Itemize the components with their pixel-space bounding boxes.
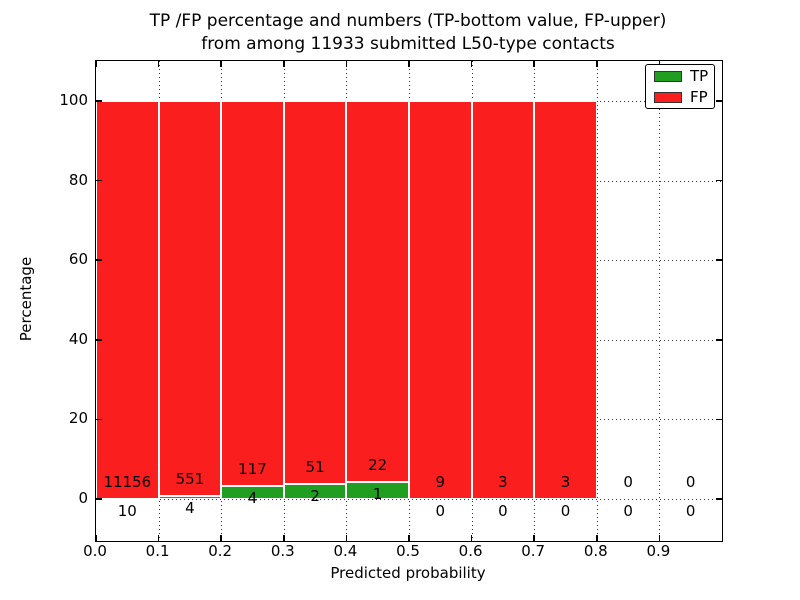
x-tick-mark: [345, 535, 348, 541]
fp-count-label: 51: [305, 458, 325, 477]
x-tick-mark: [408, 535, 410, 541]
chart-title-line1: TP /FP percentage and numbers (TP-bottom…: [149, 11, 667, 31]
x-tick-label: 0.5: [396, 542, 420, 560]
fp-count-label: 11156: [103, 472, 152, 491]
gridline-v: [596, 61, 598, 541]
x-tick-mark: [470, 61, 473, 67]
tp-count-label: 1: [372, 484, 383, 503]
x-tick-mark: [95, 61, 97, 67]
fp-count-label: 117: [238, 460, 267, 479]
tp-color-swatch: [654, 70, 682, 82]
y-tick-mark: [96, 100, 102, 102]
x-tick-label: 0.9: [646, 542, 671, 560]
x-tick-mark: [220, 535, 222, 541]
y-tick-mark: [716, 179, 722, 182]
chart-title: TP /FP percentage and numbers (TP-bottom…: [95, 10, 721, 56]
plot-area: 11156 10 551 4 117 4 51 2 22 1 9 0 3 0 3 0 0 0 0 0: [95, 60, 723, 542]
x-tick-label: 0.7: [521, 542, 546, 560]
y-tick-label: 0: [78, 489, 88, 507]
fp-color-swatch: [654, 91, 682, 103]
y-tick-mark: [96, 179, 102, 182]
y-tick-mark: [716, 498, 722, 500]
bar-tp-segment: [346, 481, 409, 499]
bar-fp-segment: [534, 101, 597, 499]
legend-item-tp: TP: [654, 66, 714, 86]
y-tick-mark: [716, 339, 722, 341]
bar-fp-segment: [471, 101, 535, 499]
legend-item-fp: FP: [654, 87, 714, 107]
y-tick-mark: [96, 498, 102, 500]
x-tick-mark: [596, 535, 598, 541]
y-tick-mark: [96, 418, 102, 421]
bar-tp-segment: [158, 496, 222, 499]
x-tick-label: 0.6: [458, 542, 483, 560]
tp-count-label: 10: [117, 501, 137, 520]
gridline-v: [659, 61, 661, 541]
chart-title-line2: from among 11933 submitted L50-type cont…: [201, 34, 615, 54]
tp-count-label: 0: [498, 501, 508, 520]
tp-count-label: 0: [560, 501, 571, 520]
x-tick-mark: [658, 535, 661, 541]
x-tick-mark: [408, 61, 410, 67]
tp-count-label: 0: [685, 501, 696, 520]
y-tick-mark: [96, 339, 102, 341]
x-tick-mark: [283, 535, 285, 541]
y-tick-mark: [716, 259, 722, 261]
bar-fp-segment: [158, 101, 222, 497]
y-tick-mark: [716, 100, 722, 102]
y-tick-label: 60: [68, 250, 88, 269]
legend-label-tp: TP: [690, 67, 709, 85]
legend-label-fp: FP: [690, 88, 708, 106]
x-tick-mark: [533, 61, 535, 67]
tp-count-label: 4: [185, 499, 195, 518]
bar-fp-segment: [346, 101, 409, 482]
x-tick-label: 0.3: [270, 542, 295, 560]
x-tick-label: 0.0: [83, 542, 107, 560]
fp-count-label: 22: [368, 455, 388, 474]
tp-count-label: 0: [623, 501, 633, 520]
y-tick-label: 20: [68, 409, 88, 428]
x-tick-label: 0.2: [208, 542, 233, 560]
fp-count-label: 0: [685, 473, 696, 492]
x-tick-label: 0.1: [145, 542, 170, 560]
fp-count-label: 9: [435, 473, 446, 492]
bar-tp-segment: [283, 483, 347, 499]
x-axis-label: Predicted probability: [330, 564, 486, 582]
tp-count-label: 4: [247, 488, 258, 507]
y-axis-label: Percentage: [17, 256, 35, 342]
bar-fp-segment: [96, 101, 159, 499]
y-tick-mark: [716, 418, 722, 421]
y-tick-label: 100: [59, 91, 88, 109]
x-tick-mark: [157, 535, 160, 541]
y-tick-label: 80: [68, 170, 88, 189]
x-tick-mark: [470, 535, 473, 541]
x-tick-mark: [220, 61, 222, 67]
fp-count-label: 3: [498, 473, 508, 492]
bar-fp-segment: [221, 101, 284, 486]
bar-tp-segment: [221, 485, 284, 499]
bar-fp-segment: [283, 101, 347, 484]
x-tick-label: 0.8: [583, 542, 608, 560]
tp-count-label: 2: [310, 486, 320, 505]
x-tick-mark: [533, 535, 535, 541]
tp-count-label: 0: [435, 501, 446, 520]
x-tick-mark: [283, 61, 285, 67]
fp-count-label: 0: [623, 473, 633, 492]
x-tick-mark: [95, 535, 97, 541]
fp-count-label: 551: [175, 470, 205, 489]
legend: TP FP: [645, 64, 715, 109]
x-tick-label: 0.4: [333, 542, 358, 560]
bar-fp-segment: [409, 101, 472, 499]
x-tick-mark: [157, 61, 160, 67]
y-tick-mark: [96, 259, 102, 261]
x-tick-mark: [596, 61, 598, 67]
fp-count-label: 3: [560, 473, 571, 492]
y-tick-label: 40: [68, 329, 88, 348]
x-tick-mark: [345, 61, 348, 67]
